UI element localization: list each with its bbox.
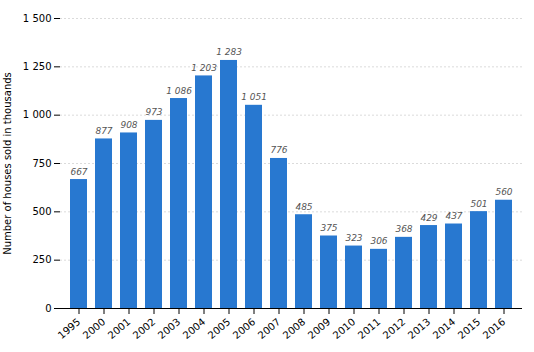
svg-text:429: 429 — [420, 213, 437, 223]
svg-text:2001: 2001 — [106, 316, 133, 341]
svg-text:2008: 2008 — [281, 316, 308, 341]
svg-text:1 051: 1 051 — [241, 92, 267, 102]
svg-text:2009: 2009 — [306, 316, 333, 341]
svg-text:2005: 2005 — [206, 316, 233, 341]
svg-text:2016: 2016 — [481, 316, 508, 341]
svg-text:2012: 2012 — [381, 316, 408, 341]
svg-text:485: 485 — [295, 202, 312, 212]
svg-text:2011: 2011 — [356, 316, 383, 341]
svg-text:368: 368 — [395, 224, 412, 234]
svg-text:2007: 2007 — [256, 316, 283, 341]
svg-text:1995: 1995 — [56, 316, 83, 341]
svg-text:2014: 2014 — [431, 316, 458, 341]
svg-text:2004: 2004 — [181, 316, 208, 341]
svg-text:500: 500 — [32, 206, 51, 217]
svg-text:750: 750 — [32, 158, 51, 169]
svg-text:667: 667 — [70, 167, 87, 177]
svg-text:2002: 2002 — [131, 316, 158, 341]
svg-text:0: 0 — [45, 303, 51, 314]
svg-text:1 086: 1 086 — [166, 86, 192, 96]
svg-text:2006: 2006 — [231, 316, 258, 341]
svg-text:375: 375 — [320, 223, 337, 233]
svg-text:877: 877 — [95, 126, 112, 136]
svg-text:2010: 2010 — [331, 316, 358, 341]
svg-text:250: 250 — [32, 254, 51, 265]
svg-text:2015: 2015 — [456, 316, 483, 341]
svg-text:306: 306 — [370, 236, 387, 246]
svg-text:323: 323 — [345, 233, 362, 243]
svg-text:Number of houses sold in thous: Number of houses sold in thousands — [2, 72, 13, 255]
svg-text:1 250: 1 250 — [23, 61, 52, 72]
svg-text:1 500: 1 500 — [23, 13, 52, 24]
svg-text:437: 437 — [445, 211, 462, 221]
svg-text:501: 501 — [470, 199, 487, 209]
svg-text:1 203: 1 203 — [191, 63, 217, 73]
svg-text:1 283: 1 283 — [216, 47, 242, 57]
svg-text:973: 973 — [145, 107, 162, 117]
svg-text:1 000: 1 000 — [23, 109, 52, 120]
svg-text:560: 560 — [495, 187, 512, 197]
svg-text:908: 908 — [120, 120, 137, 130]
svg-text:2013: 2013 — [406, 316, 433, 341]
svg-text:2000: 2000 — [81, 316, 108, 341]
svg-text:776: 776 — [270, 145, 287, 155]
svg-text:2003: 2003 — [156, 316, 183, 341]
